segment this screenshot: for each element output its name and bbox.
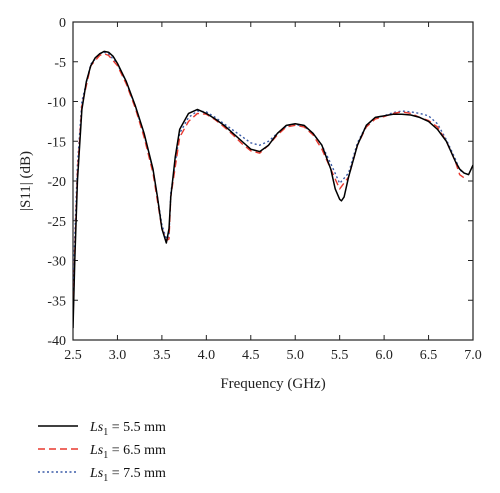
x-tick-label: 7.0 bbox=[464, 348, 482, 363]
y-tick-label: 0 bbox=[59, 16, 66, 31]
series-line bbox=[73, 51, 465, 293]
x-tick-label: 5.5 bbox=[331, 348, 349, 363]
legend-entry: Ls1 = 5.5 mm bbox=[89, 420, 166, 438]
series-lines bbox=[73, 50, 473, 329]
plot-frame bbox=[72, 21, 474, 341]
y-tick-label: -5 bbox=[54, 56, 66, 71]
series-line bbox=[73, 53, 465, 321]
y-tick-label: -30 bbox=[47, 255, 66, 270]
series-line bbox=[73, 50, 473, 329]
y-tick-label: -10 bbox=[47, 96, 66, 111]
x-tick-label: 6.0 bbox=[375, 348, 393, 363]
axis-ticks: 2.5 3.0 3.5 4.0 4.5 5.0 5.5 6.0 6.5 7.0 0 -5 -10 -15 -… bbox=[47, 16, 481, 363]
x-tick-label: 5.0 bbox=[286, 348, 304, 363]
x-tick-label: 6.5 bbox=[420, 348, 438, 363]
y-tick-label: -20 bbox=[47, 175, 66, 190]
legend-entry: Ls1 = 6.5 mm bbox=[89, 443, 166, 461]
legend-entry: Ls1 = 7.5 mm bbox=[89, 466, 166, 484]
y-tick-label: -40 bbox=[47, 334, 66, 349]
y-axis-label: |S11| (dB) bbox=[18, 151, 34, 211]
x-tick-label: 3.5 bbox=[153, 348, 171, 363]
y-tick-label: -25 bbox=[47, 215, 66, 230]
legend: Ls1 = 5.5 mm Ls1 = 6.5 mm Ls1 = 7.5 mm bbox=[38, 420, 166, 484]
x-tick-label: 4.5 bbox=[242, 348, 260, 363]
x-tick-label: 3.0 bbox=[109, 348, 127, 363]
y-tick-label: -15 bbox=[47, 135, 66, 150]
x-tick-label: 2.5 bbox=[64, 348, 82, 363]
x-axis-label: Frequency (GHz) bbox=[220, 376, 325, 392]
plot-area bbox=[72, 21, 474, 341]
x-tick-label: 4.0 bbox=[198, 348, 216, 363]
y-tick-label: -35 bbox=[47, 294, 66, 309]
